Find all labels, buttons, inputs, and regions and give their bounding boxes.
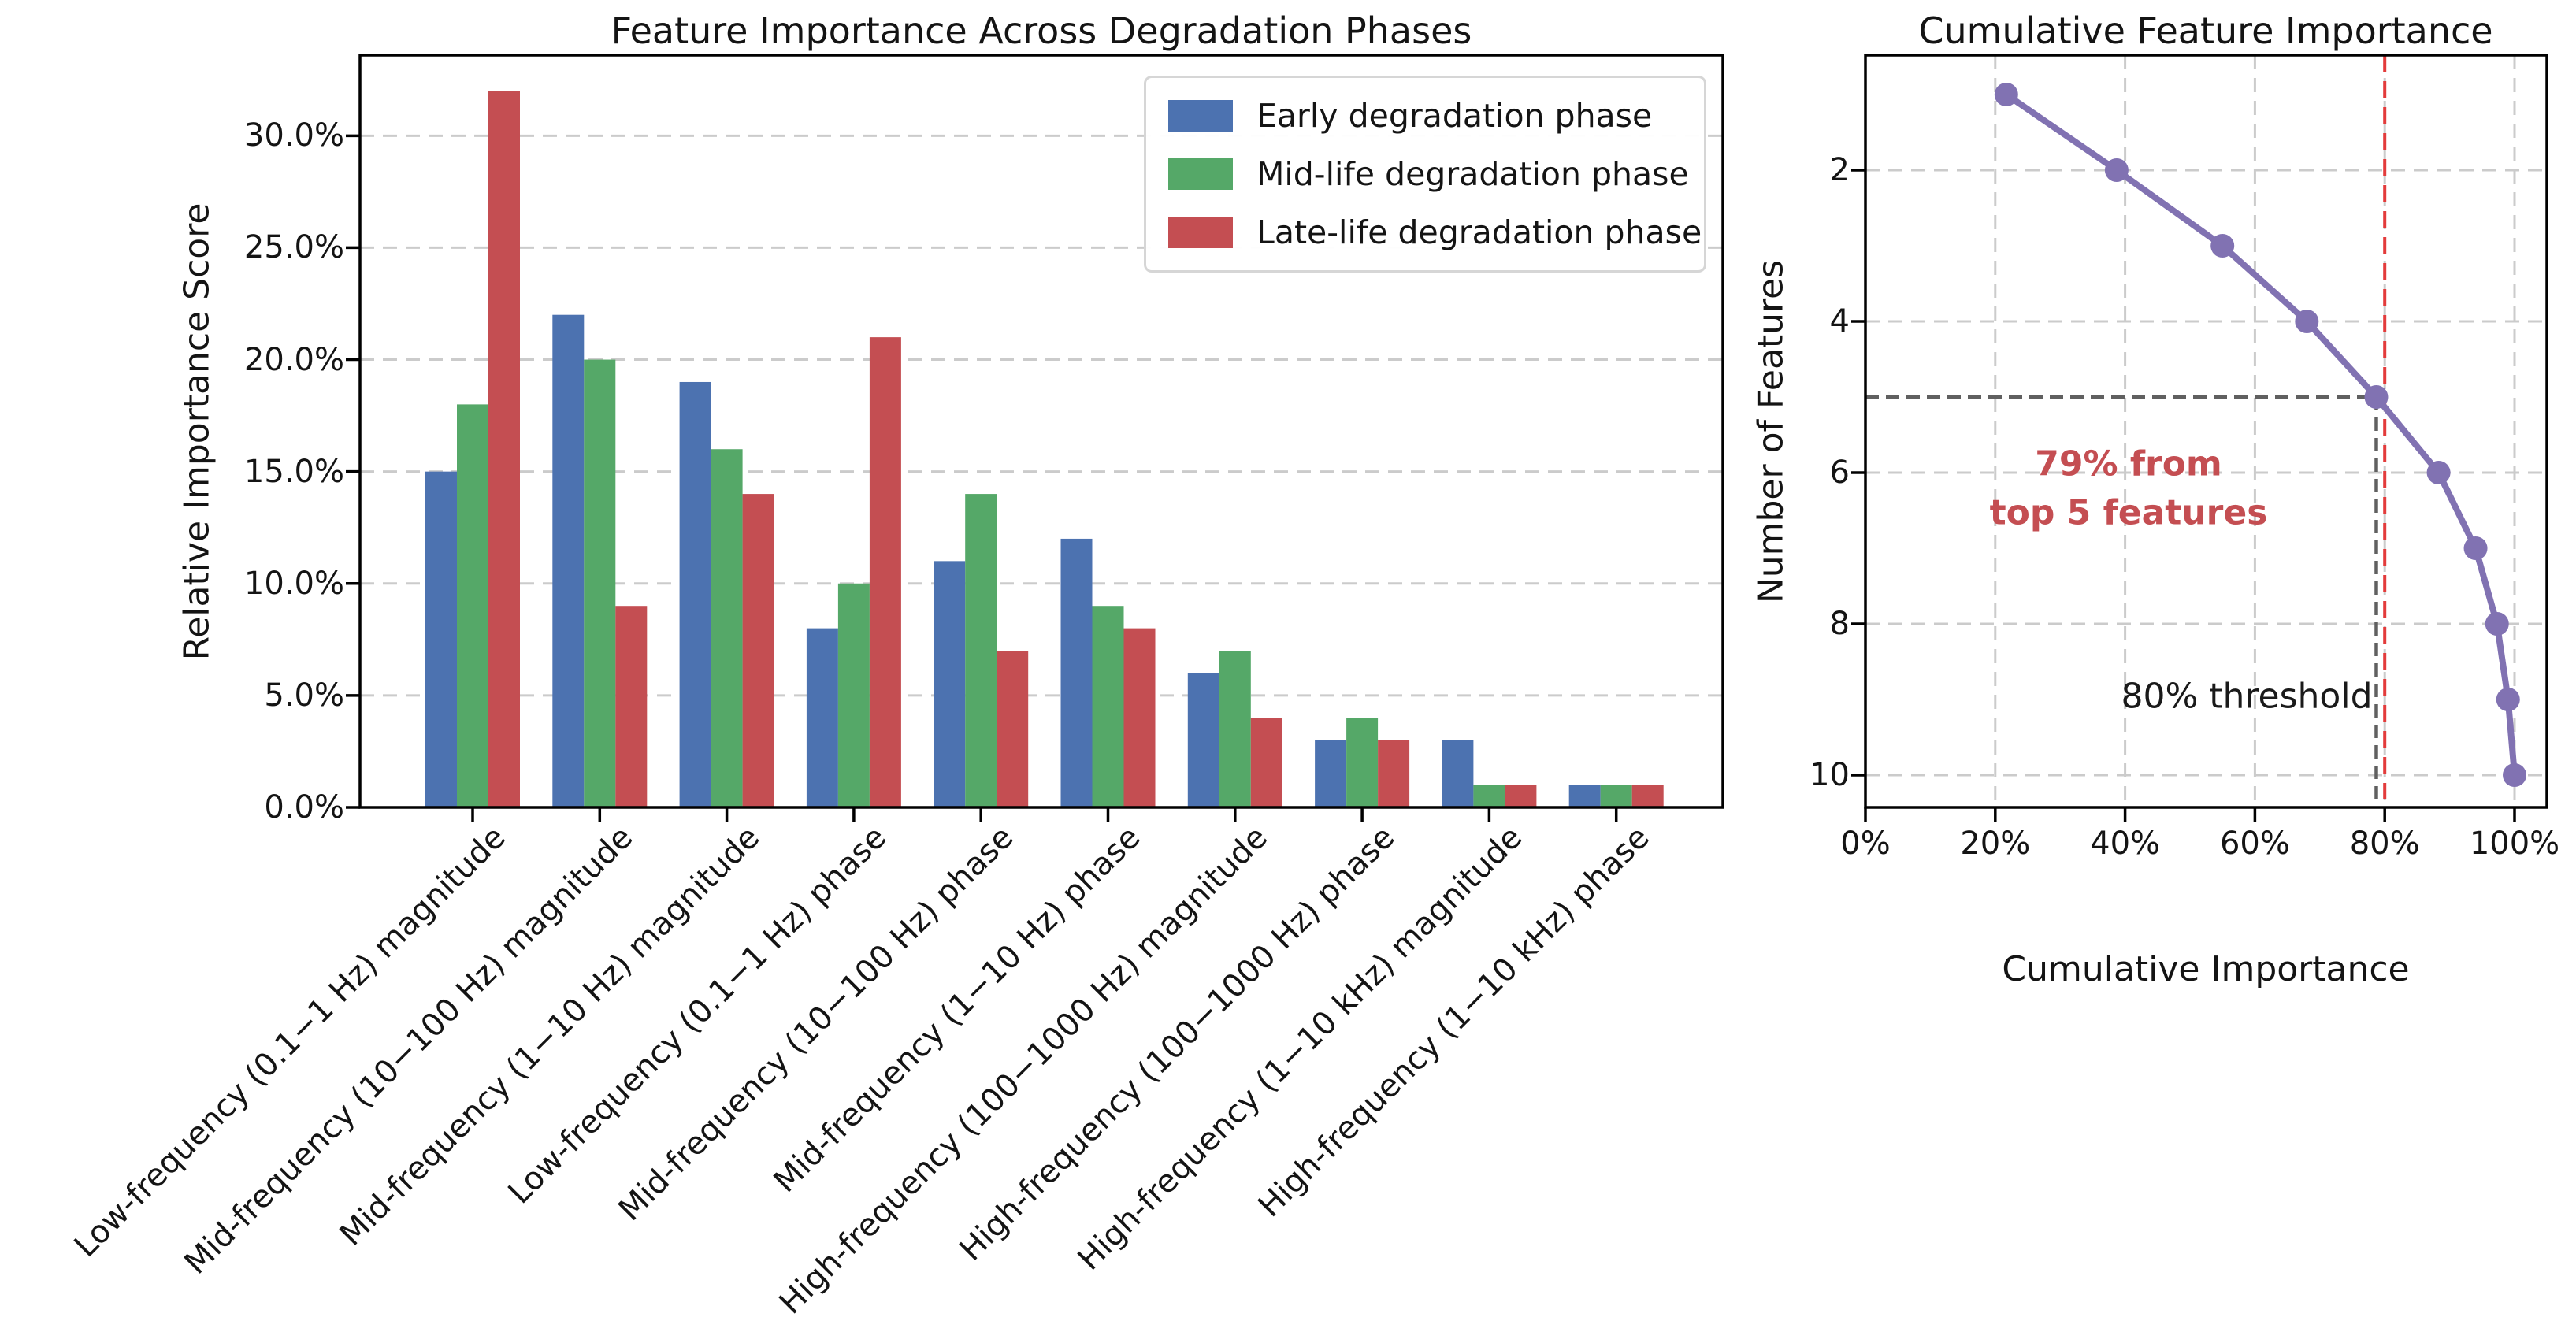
legend-entry-latelife: Late-life degradation phase bbox=[1168, 213, 1702, 251]
cumulative-point bbox=[2496, 688, 2520, 711]
left-y-tick-label: 0.0% bbox=[264, 789, 344, 825]
bar-midlife bbox=[584, 359, 616, 807]
left-plot-frame bbox=[358, 54, 1724, 809]
annotation-top5-features: 79% from top 5 features bbox=[1990, 440, 2268, 536]
cumulative-line bbox=[2003, 91, 2518, 778]
left-chart-title: Feature Importance Across Degradation Ph… bbox=[611, 9, 1472, 52]
left-chart-y-axis-label: Relative Importance Score bbox=[176, 202, 217, 661]
legend-swatch-latelife bbox=[1168, 217, 1233, 248]
left-y-tick-label: 30.0% bbox=[243, 117, 344, 154]
cumulative-point bbox=[2485, 612, 2509, 636]
bar-midlife bbox=[1092, 606, 1124, 807]
right-chart-title: Cumulative Feature Importance bbox=[1918, 9, 2493, 52]
right-x-tick-label: 0% bbox=[1840, 825, 1891, 862]
bar-latelife bbox=[1123, 628, 1156, 807]
bar-midlife bbox=[1346, 718, 1379, 807]
right-y-tick-label: 10 bbox=[1810, 757, 1850, 793]
right-chart-y-axis-label: Number of Features bbox=[1750, 259, 1791, 604]
bar-early bbox=[552, 314, 585, 807]
bar-latelife bbox=[1505, 785, 1537, 807]
right-y-tick-label: 6 bbox=[1829, 454, 1850, 491]
right-chart-x-axis-label: Cumulative Importance bbox=[2002, 949, 2410, 989]
cumulative-point bbox=[2104, 158, 2129, 182]
bar-early bbox=[806, 628, 838, 807]
bar-midlife bbox=[965, 494, 997, 807]
bar-early bbox=[934, 561, 966, 807]
cumulative-point bbox=[2364, 385, 2389, 409]
bar-early bbox=[1315, 740, 1347, 807]
cumulative-point bbox=[2295, 310, 2319, 333]
right-y-tick-label: 4 bbox=[1829, 303, 1850, 339]
bar-latelife bbox=[742, 494, 774, 807]
legend-label-midlife: Mid-life degradation phase bbox=[1256, 155, 1689, 193]
bar-early bbox=[1568, 785, 1601, 807]
bar-early bbox=[1442, 740, 1474, 807]
left-y-tick-label: 25.0% bbox=[243, 229, 344, 266]
bar-early bbox=[425, 471, 457, 807]
left-y-tick-label: 20.0% bbox=[243, 341, 344, 378]
right-plot-frame bbox=[1864, 54, 2548, 809]
legend-entry-early: Early degradation phase bbox=[1168, 97, 1682, 135]
bar-midlife bbox=[711, 449, 743, 807]
left-y-tick-label: 15.0% bbox=[243, 453, 344, 490]
cumulative-point bbox=[1994, 83, 2018, 106]
bar-latelife bbox=[1250, 718, 1282, 807]
left-y-tick-label: 10.0% bbox=[243, 565, 344, 602]
legend-label-early: Early degradation phase bbox=[1256, 97, 1653, 135]
left-y-tick-label: 5.0% bbox=[264, 677, 344, 714]
bar-latelife bbox=[1631, 785, 1664, 807]
bar-latelife bbox=[869, 337, 901, 807]
annotation-top5-line2: top 5 features bbox=[1989, 492, 2268, 532]
bar-latelife bbox=[615, 606, 648, 807]
bar-latelife bbox=[997, 651, 1029, 807]
annotation-top5-line1: 79% from bbox=[2035, 443, 2222, 484]
cumulative-point bbox=[2503, 763, 2526, 787]
bar-early bbox=[1060, 538, 1093, 807]
bar-early bbox=[679, 381, 711, 808]
right-x-tick-label: 20% bbox=[1960, 825, 2031, 862]
bar-midlife bbox=[1600, 785, 1632, 807]
right-x-tick-label: 80% bbox=[2349, 825, 2420, 862]
bar-midlife bbox=[837, 583, 870, 807]
annotation-80-threshold: 80% threshold bbox=[2121, 676, 2373, 717]
cumulative-point bbox=[2210, 234, 2235, 258]
bar-midlife bbox=[1473, 785, 1505, 807]
legend-entry-midlife: Mid-life degradation phase bbox=[1168, 155, 1689, 193]
legend-swatch-early bbox=[1168, 100, 1233, 132]
bar-latelife bbox=[1378, 740, 1410, 807]
bar-latelife bbox=[488, 91, 520, 807]
right-x-tick-label: 100% bbox=[2469, 825, 2560, 862]
right-y-tick-label: 2 bbox=[1829, 152, 1850, 188]
legend: Early degradation phase Mid-life degrada… bbox=[1144, 76, 1706, 273]
right-y-tick-label: 8 bbox=[1829, 606, 1850, 642]
bar-early bbox=[1187, 673, 1219, 807]
right-x-tick-label: 60% bbox=[2219, 825, 2290, 862]
bar-midlife bbox=[1219, 651, 1251, 807]
cumulative-point bbox=[2426, 461, 2451, 484]
right-x-tick-label: 40% bbox=[2090, 825, 2161, 862]
legend-label-latelife: Late-life degradation phase bbox=[1256, 213, 1702, 251]
cumulative-point bbox=[2463, 536, 2488, 560]
legend-swatch-midlife bbox=[1168, 158, 1233, 190]
bar-midlife bbox=[457, 404, 488, 807]
